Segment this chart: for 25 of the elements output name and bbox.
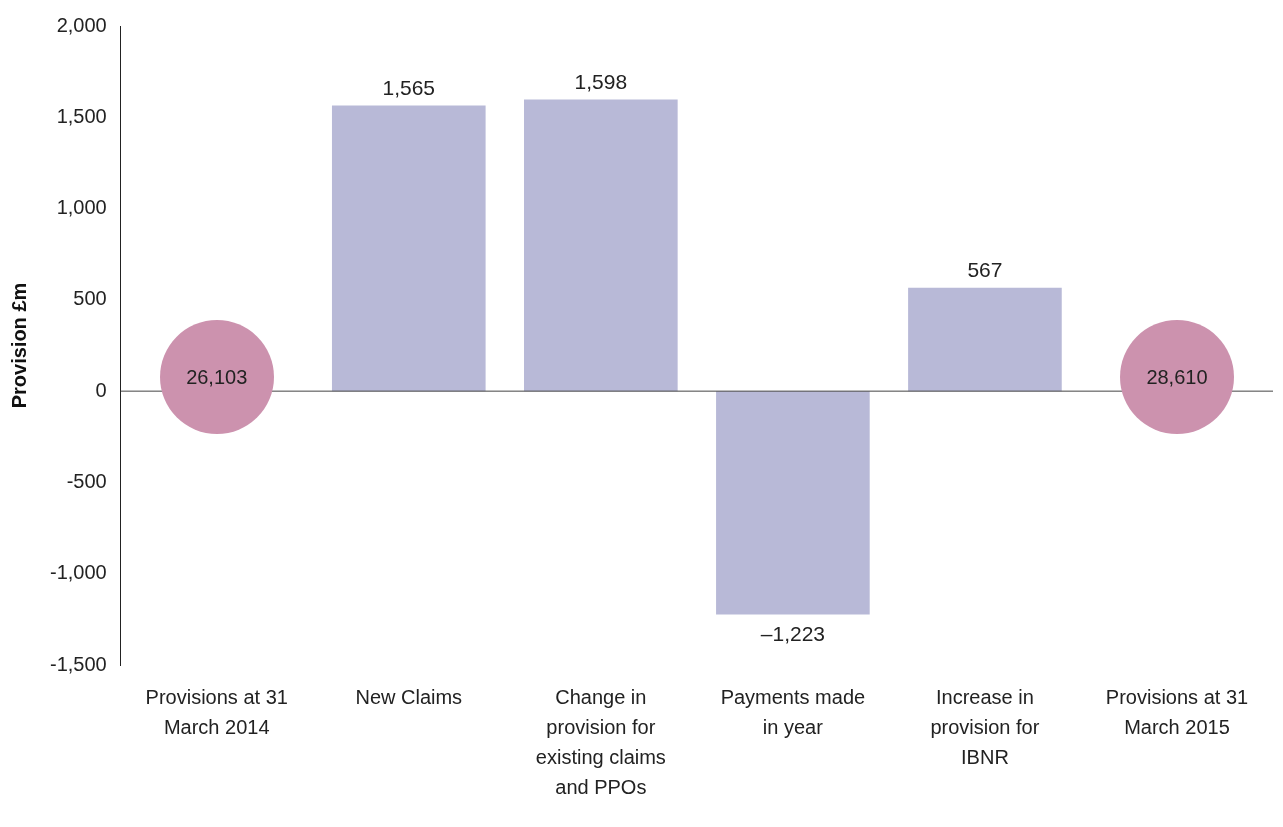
x-tick-label: New Claims xyxy=(355,685,463,708)
y-tick-label: -1,500 xyxy=(49,652,107,675)
bar xyxy=(331,105,486,392)
y-tick-label: 0 xyxy=(95,378,107,401)
x-tick-label: Change in provision for existing claims and PPOs xyxy=(535,685,666,798)
y-axis-title: Provision £m xyxy=(7,282,30,409)
y-tick-label: 2,000 xyxy=(56,13,107,36)
x-tick-label: Payments made in year xyxy=(720,685,866,738)
y-tick-label: -1,000 xyxy=(49,561,107,584)
circle-badge: 28,610 xyxy=(1119,320,1234,435)
bar xyxy=(524,99,678,392)
bar xyxy=(716,391,870,615)
x-tick-label: Provisions at 31 March 2015 xyxy=(1105,685,1249,738)
data-label: –1,223 xyxy=(760,621,825,645)
x-tick-label: Increase in provision for IBNR xyxy=(930,685,1040,768)
circle-badge: 26,103 xyxy=(159,320,274,435)
data-label: 1,565 xyxy=(382,75,436,99)
data-label: 567 xyxy=(967,257,1003,281)
y-tick-label: -500 xyxy=(66,469,107,492)
x-tick-label: Provisions at 31 March 2014 xyxy=(145,685,288,738)
y-tick-label: 1,500 xyxy=(56,104,107,127)
y-tick-label: 500 xyxy=(73,287,107,310)
bar xyxy=(908,287,1062,392)
data-label: 1,598 xyxy=(574,69,628,93)
y-tick-label: 1,000 xyxy=(56,196,107,219)
